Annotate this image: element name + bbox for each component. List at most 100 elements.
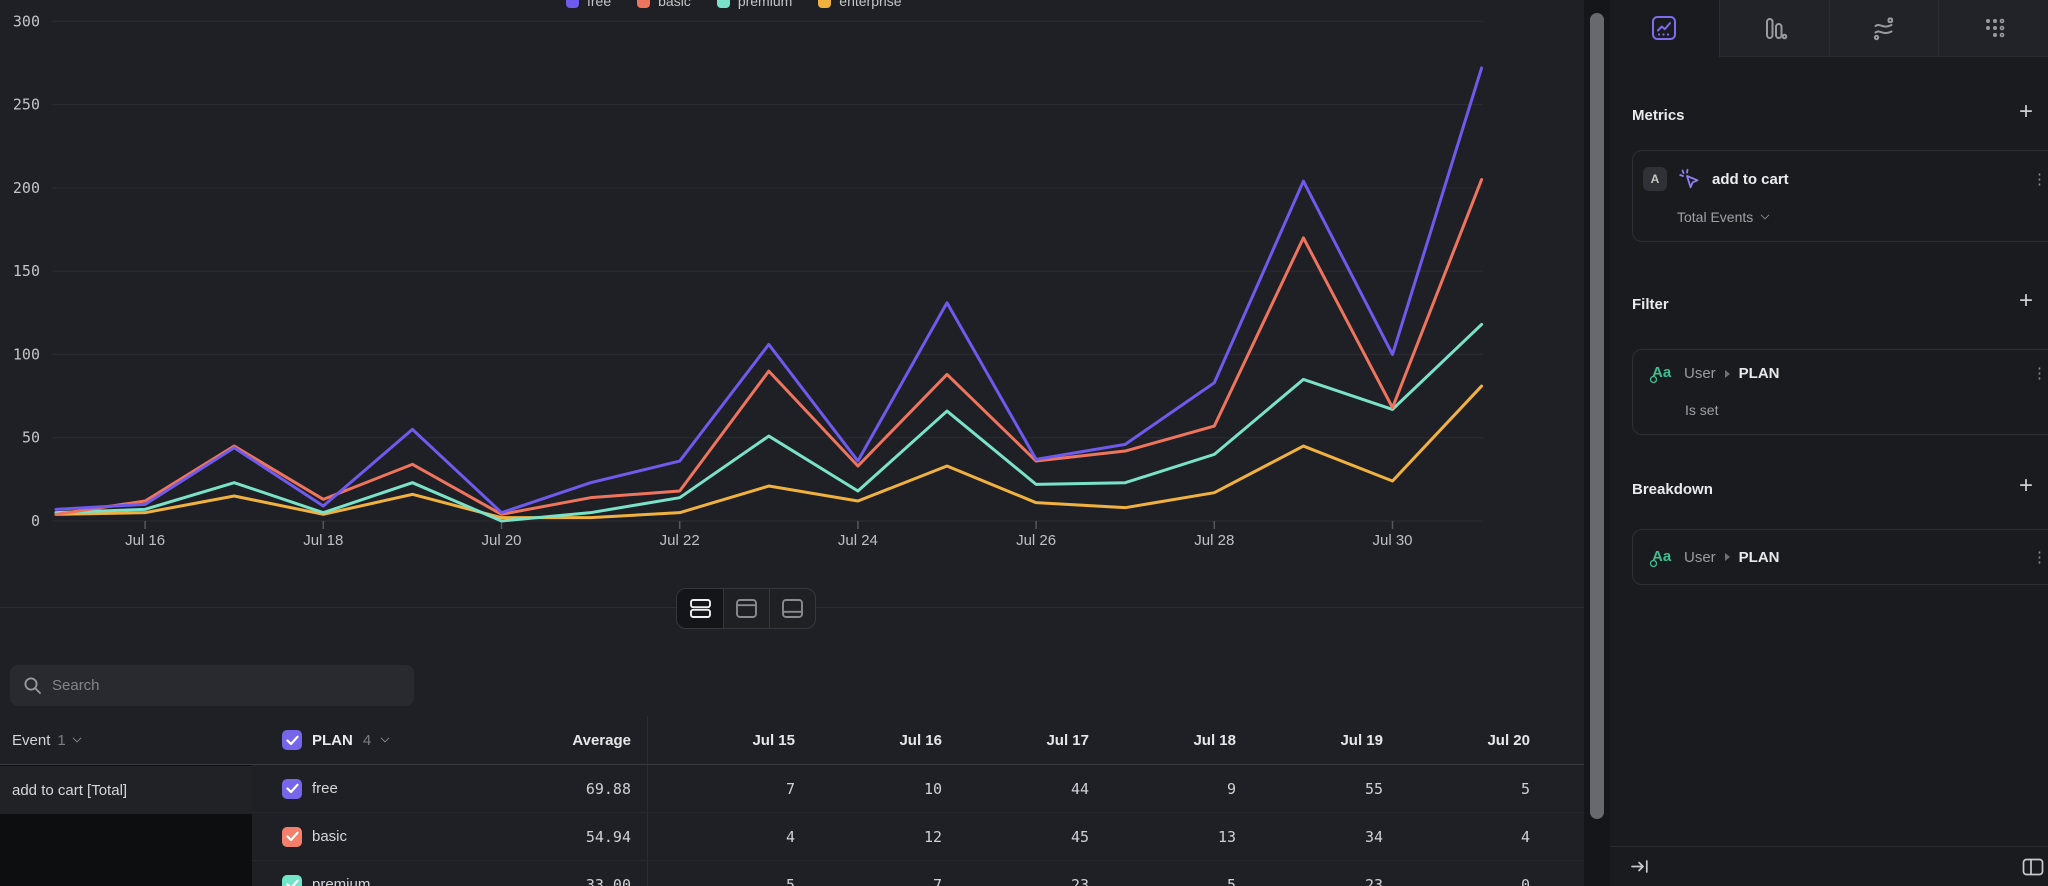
- plan-header-checkbox[interactable]: [282, 730, 302, 750]
- date-column: Jul 16: [899, 731, 942, 749]
- plan-label: premium: [312, 876, 371, 886]
- metrics-title: Metrics: [1632, 107, 1685, 124]
- event-header-label: Event: [12, 731, 51, 749]
- value-cell: 34: [1364, 827, 1383, 846]
- layout-toggle-group: [676, 588, 816, 629]
- filter-operator-dropdown[interactable]: Is set: [1633, 402, 2048, 418]
- add-filter-button[interactable]: +: [2018, 287, 2033, 314]
- plan-checkbox[interactable]: [282, 778, 302, 799]
- collapse-panel-button[interactable]: [1630, 858, 1650, 875]
- check-icon: [285, 735, 299, 745]
- value-cell: 12: [923, 827, 942, 846]
- value-cells: 4 12 45 13 34 4: [648, 828, 1584, 846]
- metric-card[interactable]: A add to cart ⋮ Total Events: [1632, 150, 2048, 242]
- plan-column-header[interactable]: PLAN 4: [252, 730, 442, 750]
- average-value: 69.88: [585, 779, 631, 798]
- event-list-column: add to cart [Total]: [0, 765, 252, 886]
- panel-layout-button[interactable]: [2022, 858, 2044, 876]
- event-column-header[interactable]: Event 1: [0, 732, 252, 749]
- svg-text:300: 300: [13, 12, 40, 30]
- tab-bar-chart[interactable]: [1718, 0, 1829, 56]
- legend-item[interactable]: basic: [637, 0, 691, 9]
- search-icon: [24, 677, 41, 694]
- legend-item[interactable]: premium: [716, 0, 793, 9]
- plan-label: basic: [312, 828, 348, 845]
- filter-card[interactable]: Aa User PLAN ⋮ Is set: [1632, 349, 2048, 435]
- tab-stream-chart[interactable]: [1828, 0, 1939, 56]
- date-column: Jul 19: [1340, 731, 1383, 749]
- metric-event-name: add to cart: [1712, 170, 1789, 188]
- line-chart-icon: [1652, 16, 1677, 40]
- chevron-down-icon: [1760, 210, 1770, 219]
- add-breakdown-button[interactable]: +: [2018, 472, 2033, 499]
- legend-label: premium: [737, 0, 793, 9]
- panel-columns-icon: [2022, 858, 2044, 875]
- legend-item[interactable]: enterprise: [818, 0, 902, 9]
- svg-text:50: 50: [22, 429, 40, 447]
- query-panel: Metrics + A add to cart ⋮ Total Events F…: [1610, 0, 2048, 886]
- legend-swatch: [637, 0, 651, 8]
- chevron-down-icon: [380, 733, 390, 742]
- layout-split-button[interactable]: [677, 589, 723, 628]
- svg-text:150: 150: [13, 262, 40, 280]
- scrollbar-thumb[interactable]: [1590, 13, 1604, 819]
- column-divider: [647, 861, 648, 886]
- plan-checkbox[interactable]: [282, 826, 302, 847]
- svg-text:Jul 16: Jul 16: [125, 532, 165, 549]
- search-box[interactable]: [10, 665, 414, 706]
- event-click-icon: [1679, 168, 1699, 188]
- breakdown-property: PLAN: [1738, 548, 1780, 566]
- add-metric-button[interactable]: +: [2018, 98, 2033, 125]
- table-bottom-icon: [782, 599, 803, 618]
- plan-checkbox[interactable]: [282, 874, 302, 886]
- svg-text:Aa: Aa: [1652, 548, 1672, 565]
- layout-chart-top-button[interactable]: [723, 589, 769, 628]
- breakdown-kebab-menu[interactable]: ⋮: [2032, 548, 2047, 566]
- legend-item[interactable]: free: [566, 0, 611, 9]
- breakdown-scope: User: [1684, 548, 1716, 566]
- chevron-right-icon: [1724, 369, 1730, 378]
- plan-cell: free: [252, 778, 442, 799]
- search-input[interactable]: [52, 677, 382, 694]
- metric-measure-dropdown[interactable]: Total Events: [1633, 209, 2048, 225]
- svg-text:Jul 22: Jul 22: [660, 532, 700, 549]
- main-area: 0 50 100 150 200 250 300 Jul 16 Jul 18 Jul 20 Jul …: [0, 0, 1584, 886]
- table-row: premium 33.00 5 7 23 5 23 0: [252, 861, 1584, 886]
- value-cells: 5 7 23 5 23 0: [648, 876, 1584, 886]
- svg-text:100: 100: [13, 345, 40, 363]
- layout-table-bottom-button[interactable]: [769, 589, 815, 628]
- line-chart[interactable]: 0 50 100 150 200 250 300 Jul 16 Jul 18 Jul 20 Jul …: [0, 0, 1584, 565]
- svg-text:200: 200: [13, 179, 40, 197]
- stream-chart-icon: [1874, 17, 1894, 40]
- tab-more-charts[interactable]: [1938, 0, 2048, 56]
- text-property-icon: Aa: [1649, 548, 1672, 567]
- value-cell: 5: [1226, 875, 1236, 886]
- value-cell: 0: [1520, 875, 1530, 886]
- filter-scope: User: [1684, 365, 1716, 382]
- average-column-header: Average: [572, 731, 631, 749]
- legend-swatch: [566, 0, 579, 8]
- filter-operator-label: Is set: [1685, 402, 1719, 418]
- legend-label: basic: [658, 0, 691, 9]
- scrollbar-track: [1584, 0, 1610, 886]
- date-column: Jul 17: [1046, 731, 1089, 749]
- value-cell: 55: [1364, 779, 1383, 798]
- plan-count: 4: [362, 731, 372, 749]
- value-cell: 9: [1226, 779, 1236, 798]
- average-value: 54.94: [585, 827, 631, 846]
- check-icon: [285, 783, 299, 794]
- svg-text:0: 0: [31, 512, 40, 530]
- event-list-item[interactable]: add to cart [Total]: [0, 766, 252, 814]
- filter-kebab-menu[interactable]: ⋮: [2032, 365, 2047, 382]
- metric-kebab-menu[interactable]: ⋮: [2032, 170, 2047, 188]
- breakdown-card[interactable]: Aa User PLAN ⋮: [1632, 529, 2048, 585]
- legend-swatch: [716, 0, 730, 8]
- tab-line-chart[interactable]: [1610, 0, 1719, 57]
- plan-rows: free 69.88 7 10 44 9 55 5 basic 54.94 4 12 45 13 34 4 pr…: [0, 765, 1584, 886]
- plan-cell: premium: [252, 874, 442, 886]
- svg-text:250: 250: [13, 96, 40, 114]
- date-column: Jul 18: [1193, 731, 1236, 749]
- svg-text:Jul 30: Jul 30: [1372, 532, 1412, 549]
- value-cell: 44: [1070, 779, 1089, 798]
